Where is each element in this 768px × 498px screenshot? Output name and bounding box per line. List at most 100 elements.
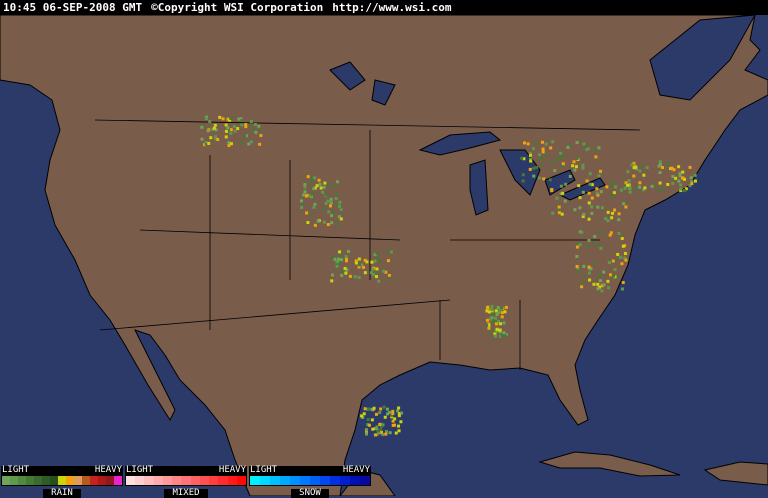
radar-echo (487, 323, 491, 327)
radar-echo (394, 431, 398, 435)
radar-echo (354, 259, 358, 263)
legend-swatch (153, 476, 163, 485)
radar-echo (528, 152, 532, 156)
radar-echo (593, 235, 597, 239)
radar-echo (348, 274, 352, 278)
radar-echo (608, 273, 612, 277)
legend-swatch (126, 476, 136, 485)
legend-swatch (2, 476, 10, 485)
radar-echo (628, 190, 632, 194)
legend-swatch (320, 476, 330, 485)
radar-echo (206, 129, 210, 133)
radar-echo (589, 267, 593, 271)
radar-echo (578, 243, 582, 247)
radar-echo (576, 242, 580, 246)
radar-echo (658, 163, 662, 167)
legend-rain-light: LIGHT (2, 465, 30, 475)
radar-echo (253, 129, 257, 133)
radar-echo (303, 190, 307, 194)
radar-echo (357, 265, 361, 269)
radar-echo (539, 156, 543, 160)
radar-echo (335, 264, 339, 268)
radar-echo (357, 275, 361, 279)
radar-echo (528, 167, 532, 171)
radar-echo (563, 199, 567, 203)
radar-echo (580, 285, 584, 289)
radar-echo (577, 184, 581, 188)
radar-echo (326, 199, 330, 203)
radar-echo (258, 142, 262, 146)
radar-echo (626, 170, 630, 174)
radar-echo (617, 218, 621, 222)
radar-echo (211, 127, 215, 131)
legend-snow-label: SNOW (291, 489, 329, 498)
radar-echo (493, 334, 497, 338)
radar-echo (397, 424, 401, 428)
radar-echo (374, 426, 378, 430)
radar-echo (548, 178, 552, 182)
radar-echo (575, 255, 579, 259)
legend-swatch (34, 476, 42, 485)
radar-echo (492, 312, 496, 316)
radar-echo (338, 260, 342, 264)
legend-rain-heavy: HEAVY (94, 465, 122, 475)
radar-echo (590, 205, 594, 209)
radar-echo (590, 183, 594, 187)
radar-echo (259, 128, 263, 132)
radar-echo (606, 279, 610, 283)
radar-echo (487, 310, 491, 314)
legend-swatch (98, 476, 106, 485)
radar-echo (218, 115, 222, 119)
radar-echo (559, 155, 563, 159)
radar-echo (541, 147, 545, 151)
radar-echo (312, 205, 316, 209)
radar-echo (312, 187, 316, 191)
radar-echo (224, 129, 228, 133)
legend-snow-light: LIGHT (250, 465, 278, 475)
radar-echo (632, 174, 636, 178)
radar-echo (671, 174, 675, 178)
radar-echo (549, 160, 553, 164)
radar-echo (608, 233, 612, 237)
radar-echo (611, 194, 615, 198)
radar-echo (330, 279, 334, 283)
radar-echo (620, 262, 624, 266)
radar-echo (529, 159, 533, 163)
radar-echo (491, 319, 495, 323)
radar-echo (330, 221, 334, 225)
radar-echo (229, 131, 233, 135)
radar-echo (596, 282, 600, 286)
radar-echo (371, 427, 375, 431)
radar-echo (337, 215, 341, 219)
radar-echo (610, 183, 614, 187)
radar-echo (227, 128, 231, 132)
url: http://www.wsi.com (332, 1, 452, 14)
radar-echo (577, 270, 581, 274)
radar-echo (674, 176, 678, 180)
legend-swatch (114, 476, 122, 485)
radar-echo (528, 153, 532, 157)
legend-swatch (82, 476, 90, 485)
radar-echo (244, 134, 248, 138)
radar-echo (490, 307, 494, 311)
legend-swatch (90, 476, 98, 485)
legend-swatch (227, 476, 237, 485)
radar-echo (399, 411, 403, 415)
radar-echo (391, 411, 395, 415)
radar-echo (485, 318, 489, 322)
radar-echo (373, 433, 377, 437)
radar-echo (600, 230, 604, 234)
radar-echo (378, 411, 382, 415)
radar-echo (578, 206, 582, 210)
radar-echo (327, 183, 331, 187)
radar-echo (331, 210, 335, 214)
radar-echo (690, 179, 694, 183)
radar-echo (340, 273, 344, 277)
radar-echo (523, 141, 527, 145)
radar-echo (606, 210, 610, 214)
timestamp: 10:45 06-SEP-2008 GMT (3, 1, 143, 14)
radar-echo (587, 265, 591, 269)
radar-echo (316, 219, 320, 223)
radar-echo (615, 276, 619, 280)
radar-echo (243, 134, 247, 138)
